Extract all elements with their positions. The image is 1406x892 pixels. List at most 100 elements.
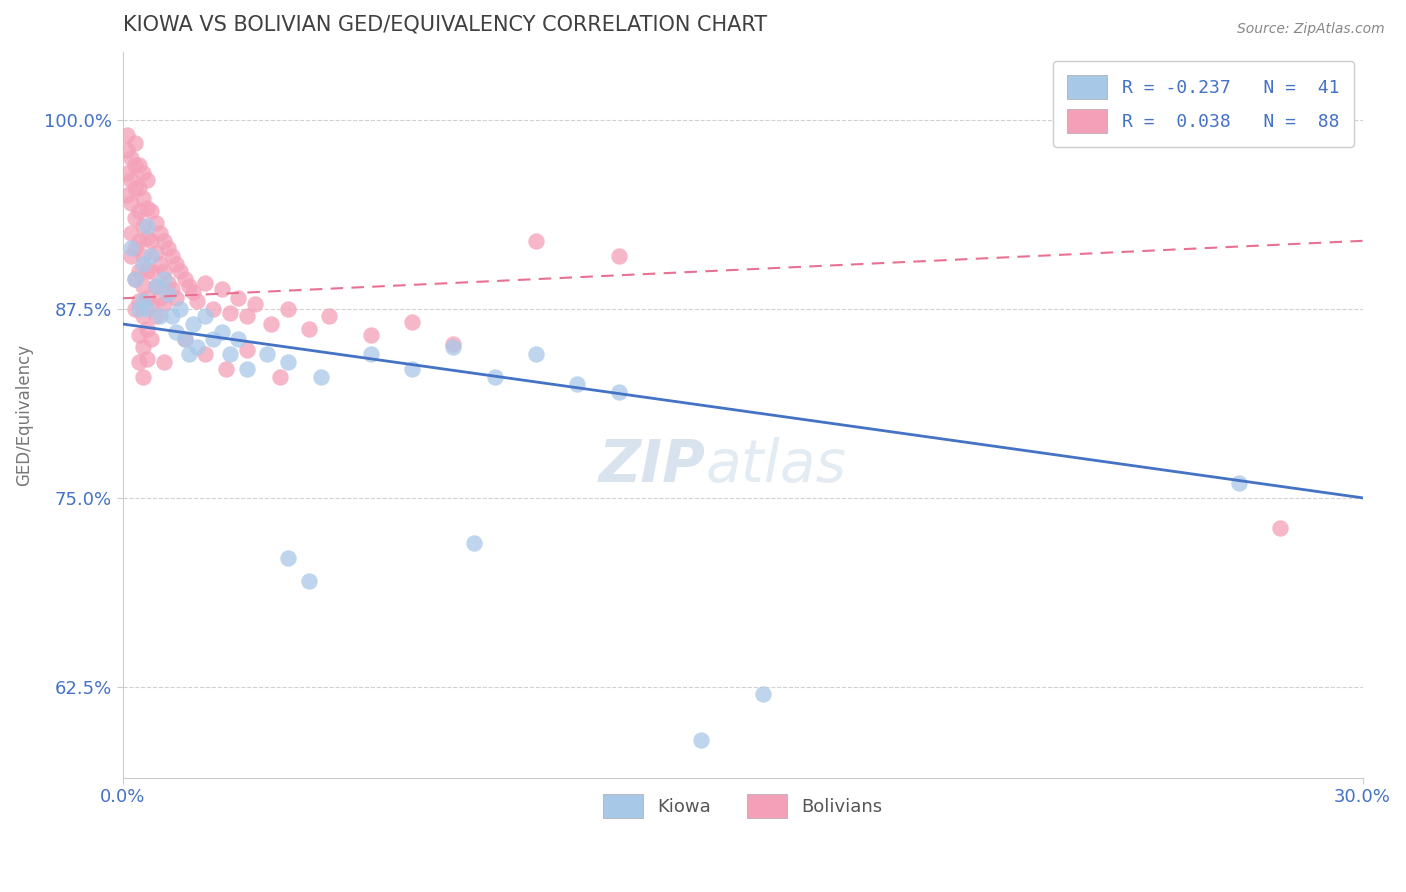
Point <box>136 321 159 335</box>
Point <box>441 340 464 354</box>
Point <box>145 279 167 293</box>
Point <box>141 234 163 248</box>
Text: ZIP: ZIP <box>599 437 706 494</box>
Point <box>120 196 142 211</box>
Point <box>165 325 187 339</box>
Point <box>136 201 159 215</box>
Point <box>145 246 167 260</box>
Point <box>173 332 195 346</box>
Point <box>132 256 155 270</box>
Point <box>226 332 249 346</box>
Point <box>149 256 172 270</box>
Point <box>297 321 319 335</box>
Point <box>136 219 159 233</box>
Point <box>136 231 159 245</box>
Text: atlas: atlas <box>706 437 846 494</box>
Point <box>124 271 146 285</box>
Point <box>145 310 167 324</box>
Point <box>124 211 146 226</box>
Point <box>124 136 146 150</box>
Point <box>115 143 138 157</box>
Point <box>120 227 142 241</box>
Legend: Kiowa, Bolivians: Kiowa, Bolivians <box>593 785 891 827</box>
Point <box>145 216 167 230</box>
Text: Source: ZipAtlas.com: Source: ZipAtlas.com <box>1237 22 1385 37</box>
Point <box>115 128 138 142</box>
Point <box>153 264 176 278</box>
Point <box>226 291 249 305</box>
Point <box>1227 475 1250 490</box>
Point <box>567 377 589 392</box>
Point <box>128 234 150 248</box>
Point <box>243 297 266 311</box>
Point <box>297 574 319 588</box>
Point <box>181 285 204 300</box>
Point <box>128 355 150 369</box>
Point <box>132 340 155 354</box>
Point <box>128 203 150 218</box>
Point <box>269 370 291 384</box>
Point <box>177 347 200 361</box>
Point <box>132 249 155 263</box>
Point <box>211 282 233 296</box>
Point <box>194 276 217 290</box>
Point <box>141 249 163 263</box>
Point <box>136 291 159 305</box>
Point <box>160 282 183 296</box>
Point <box>160 249 183 263</box>
Point <box>181 317 204 331</box>
Point <box>318 310 340 324</box>
Point <box>132 370 155 384</box>
Point <box>690 732 713 747</box>
Point <box>156 241 179 255</box>
Point <box>120 249 142 263</box>
Point <box>141 332 163 346</box>
Point <box>132 310 155 324</box>
Point <box>194 310 217 324</box>
Point <box>149 310 172 324</box>
Point <box>124 271 146 285</box>
Point <box>128 181 150 195</box>
Point <box>136 173 159 187</box>
Point <box>235 343 257 357</box>
Point <box>215 362 238 376</box>
Point <box>136 301 159 316</box>
Point <box>277 301 299 316</box>
Point <box>124 241 146 255</box>
Point <box>115 166 138 180</box>
Point <box>256 347 278 361</box>
Point <box>120 241 142 255</box>
Point <box>141 203 163 218</box>
Point <box>115 188 138 202</box>
Point <box>132 192 155 206</box>
Point <box>128 327 150 342</box>
Point <box>202 301 225 316</box>
Point <box>156 286 179 301</box>
Point <box>160 310 183 324</box>
Y-axis label: GED/Equivalency: GED/Equivalency <box>15 343 32 486</box>
Point <box>120 173 142 187</box>
Point <box>169 264 191 278</box>
Point <box>235 310 257 324</box>
Point <box>173 332 195 346</box>
Point <box>132 294 155 309</box>
Point <box>169 301 191 316</box>
Point <box>173 271 195 285</box>
Point <box>484 370 506 384</box>
Point <box>752 687 775 701</box>
Point <box>120 151 142 165</box>
Point <box>165 291 187 305</box>
Point <box>360 327 382 342</box>
Point <box>136 351 159 366</box>
Point <box>153 355 176 369</box>
Point <box>441 336 464 351</box>
Point <box>132 219 155 233</box>
Point <box>145 279 167 293</box>
Point <box>141 297 163 311</box>
Point <box>524 347 547 361</box>
Point <box>194 347 217 361</box>
Point <box>219 347 242 361</box>
Point <box>128 264 150 278</box>
Point <box>211 325 233 339</box>
Point <box>149 291 172 305</box>
